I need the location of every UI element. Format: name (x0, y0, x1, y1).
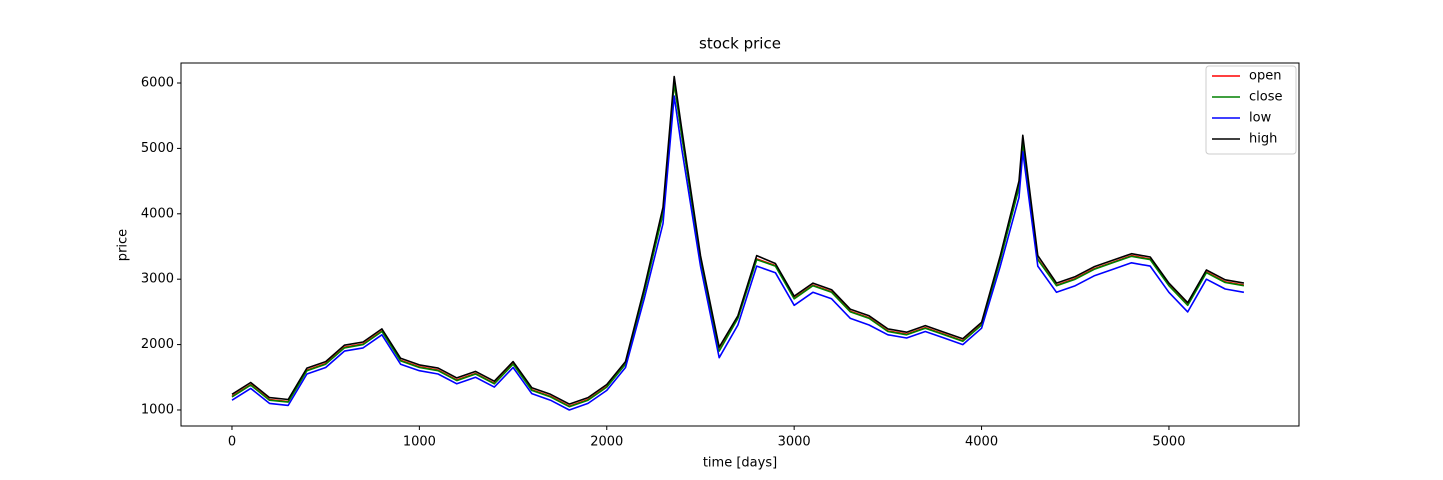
series-line (231, 82, 1245, 408)
legend: open close low high (1205, 65, 1297, 155)
plot-frame (180, 62, 1300, 427)
x-axis-label: time [days] (703, 456, 777, 471)
legend-label: low (1249, 111, 1272, 126)
y-tick-label: 1000 (141, 402, 174, 417)
y-tick-label: 5000 (141, 141, 174, 156)
x-tick-label: 0 (228, 435, 236, 450)
x-tick-label: 3000 (778, 435, 811, 450)
legend-box (1205, 65, 1297, 155)
x-tick-label: 4000 (965, 435, 998, 450)
y-tick-label: 3000 (141, 272, 174, 287)
y-tick-label: 4000 (141, 206, 174, 221)
chart-title: stock price (699, 35, 781, 53)
y-axis-label: price (116, 229, 131, 261)
legend-label: open (1249, 69, 1281, 84)
x-tick-label: 2000 (590, 435, 623, 450)
series-line (231, 81, 1245, 407)
series-line (231, 95, 1245, 411)
y-tick-label: 6000 (141, 76, 174, 91)
series-line (231, 75, 1245, 405)
x-tick-label: 5000 (1152, 435, 1185, 450)
x-tick-label: 1000 (403, 435, 436, 450)
legend-label: high (1249, 132, 1277, 147)
y-tick-label: 2000 (141, 337, 174, 352)
legend-label: close (1249, 90, 1282, 105)
